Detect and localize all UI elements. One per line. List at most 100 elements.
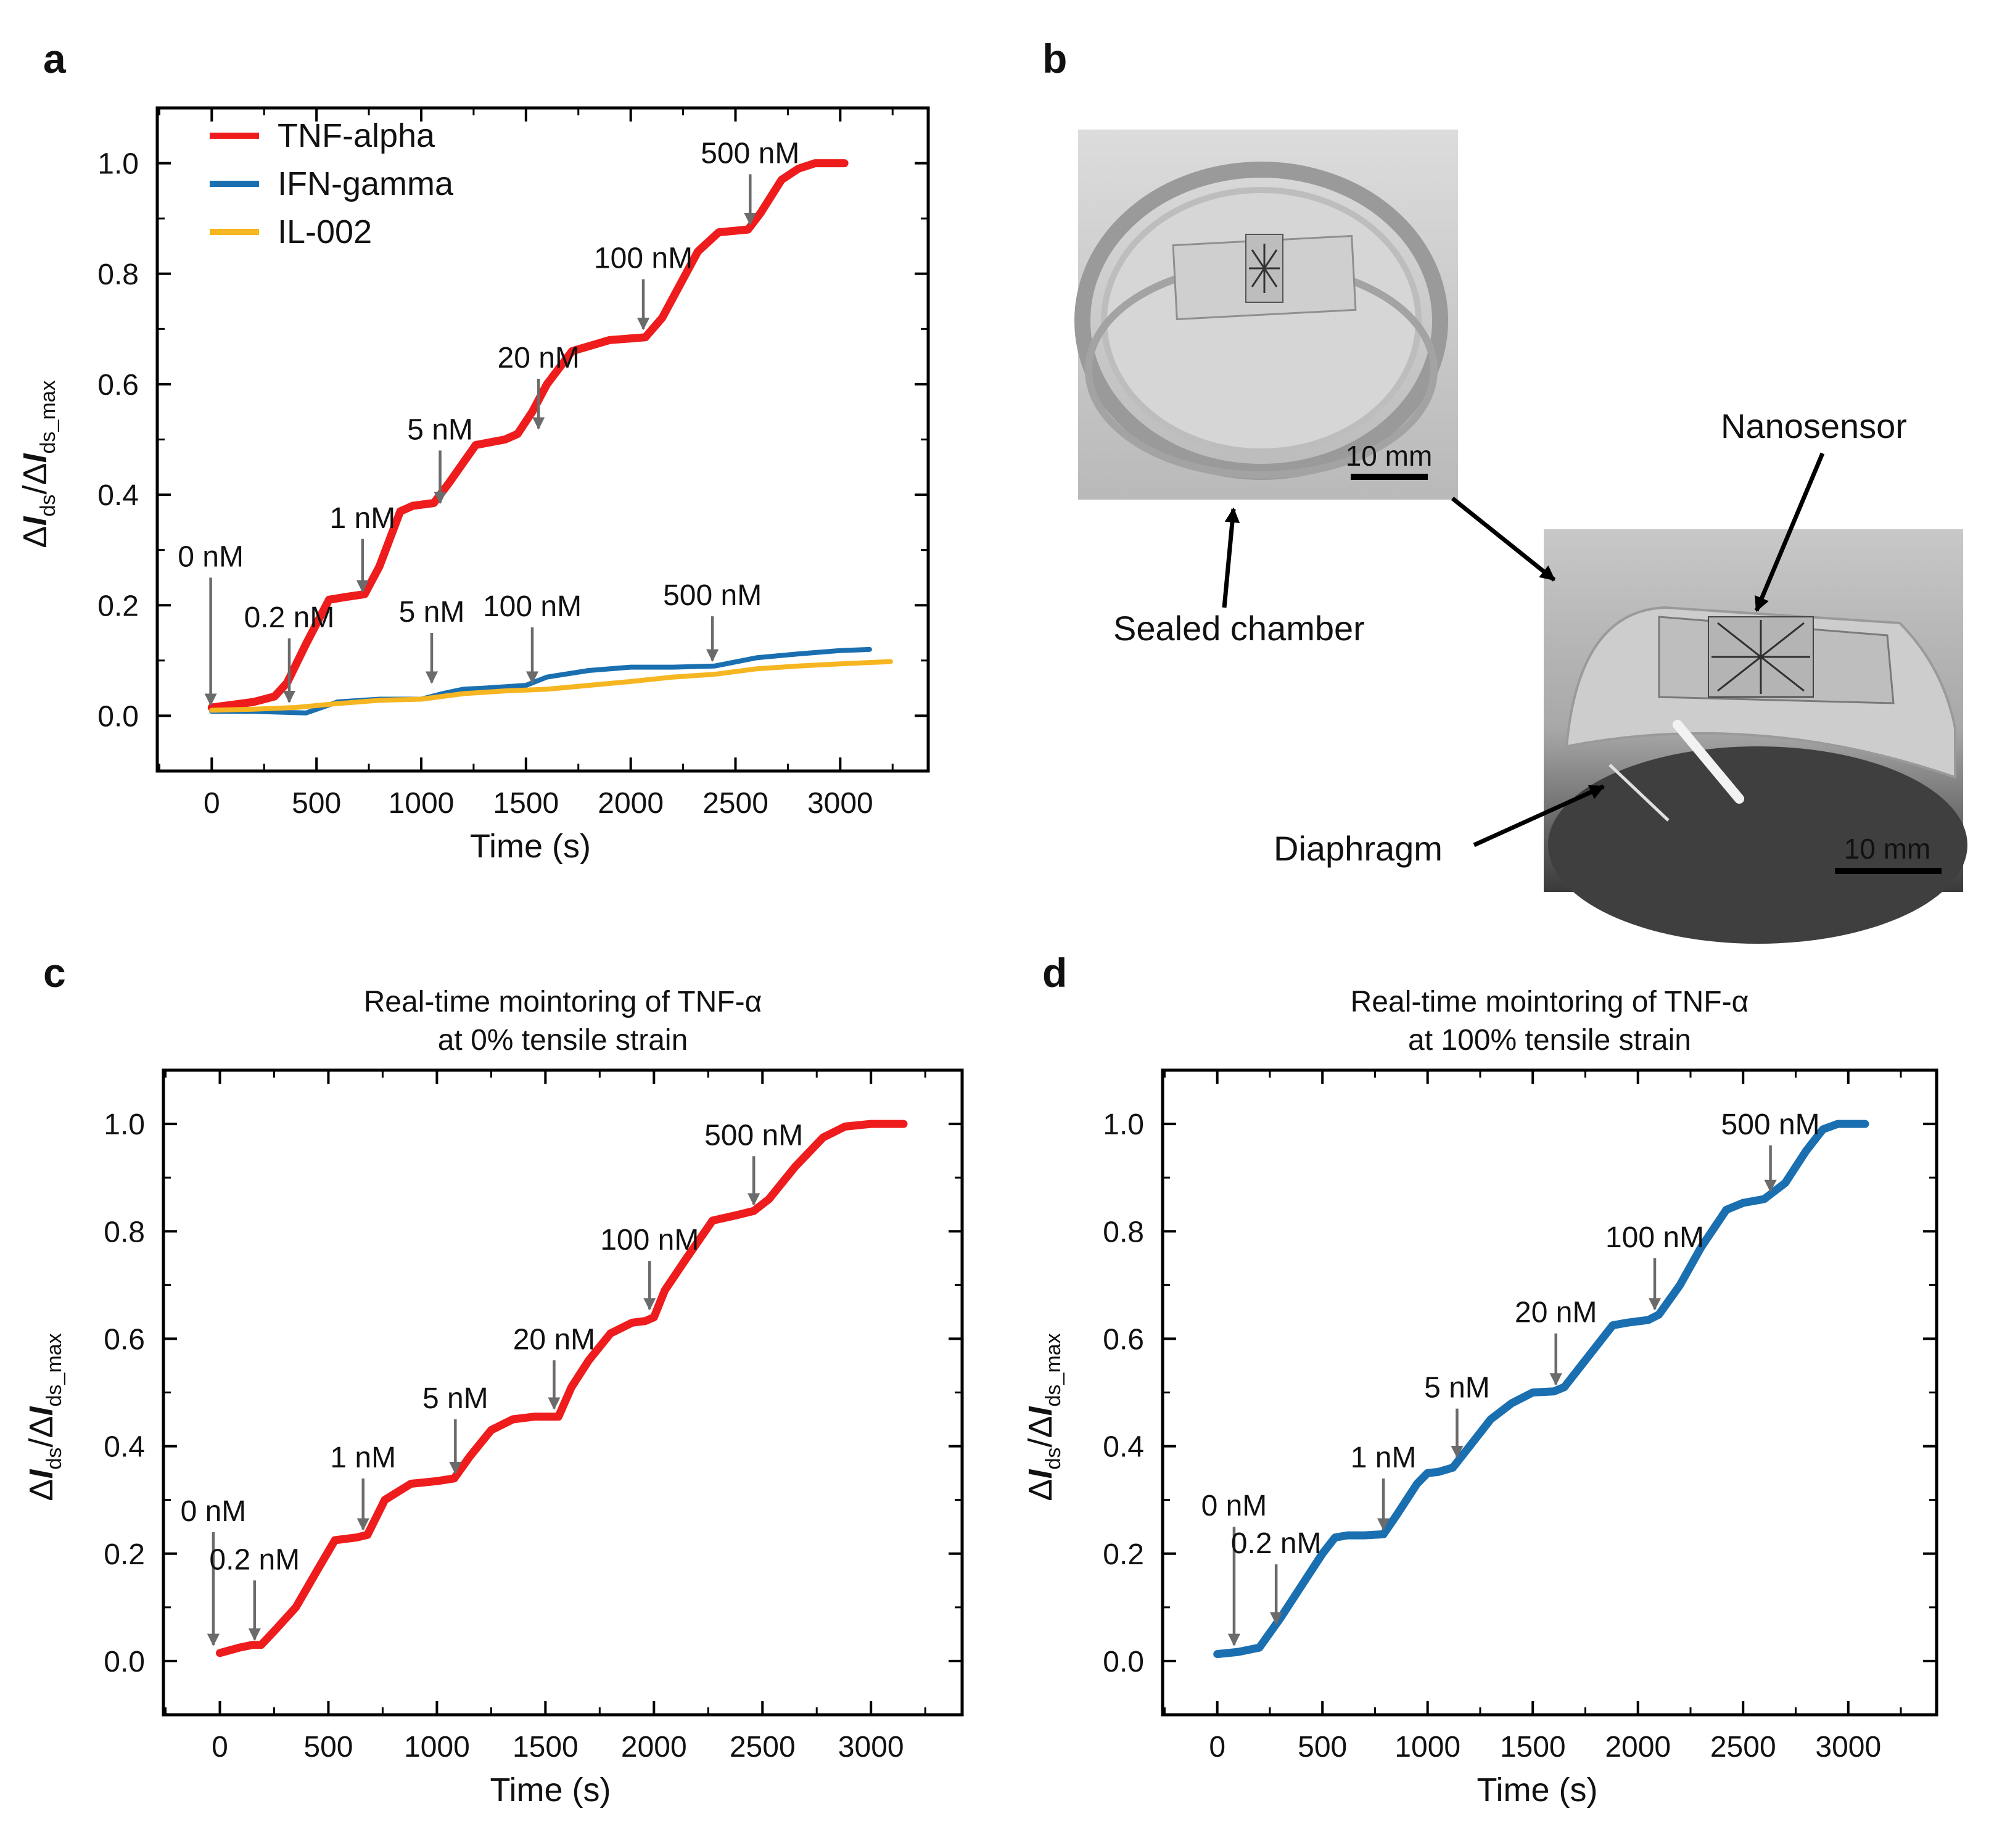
sealed-chamber-photo: 10 mm (1074, 130, 1458, 500)
chart-title-line: Real-time mointoring of TNF-α (364, 986, 762, 1018)
y-tick-label: 0.2 (104, 1538, 145, 1571)
y-tick-label: 0.0 (1103, 1646, 1144, 1678)
y-tick-label: 0.2 (97, 590, 139, 622)
x-tick-label: 1500 (513, 1731, 579, 1763)
y-axis-label: ΔIds/ΔIds_max (1022, 1333, 1065, 1501)
annotation-label: 500 nM (704, 1119, 803, 1152)
chamber-arrow (1222, 507, 1240, 608)
x-tick-label: 1500 (493, 787, 559, 820)
x-tick-label: 500 (1298, 1731, 1347, 1763)
annotation-label: 100 nM (594, 242, 693, 275)
x-tick-label: 500 (292, 787, 341, 820)
annotation-label: 20 nM (498, 342, 580, 374)
annotation-label: 500 nM (701, 138, 799, 170)
x-tick-label: 3000 (807, 787, 873, 820)
annotation-label: 0.2 nM (209, 1543, 300, 1576)
annotation-label: 5 nM (1424, 1372, 1490, 1405)
legend-entry: TNF-alpha (278, 117, 435, 154)
annotation-label: 0 nM (1201, 1490, 1267, 1522)
diaphragm-arrow (1473, 784, 1605, 848)
x-tick-label: 2000 (1605, 1731, 1671, 1763)
y-tick-label: 0.6 (97, 369, 139, 402)
annotation-label: 100 nM (1605, 1221, 1704, 1254)
x-tick-label: 2500 (730, 1731, 796, 1763)
annotation-label: 1 nM (330, 1442, 396, 1474)
x-tick-label: 2000 (621, 1731, 687, 1763)
photo-panel-b: 10 mm 10 mm Sealed chamber Nanosensor (1074, 130, 1967, 944)
diaphragm-label: Diaphragm (1274, 829, 1443, 868)
photo-transition-arrow (1451, 497, 1556, 582)
panel-label-a: a (43, 36, 67, 81)
y-tick-label: 0.2 (1103, 1538, 1144, 1571)
x-tick-label: 1000 (389, 787, 455, 820)
panel-label-d: d (1042, 950, 1067, 996)
series-line-tnf-alpha-0-strain- (216, 1120, 908, 1657)
annotation-label: 100 nM (483, 590, 582, 623)
y-tick-label: 0.4 (1103, 1431, 1144, 1464)
y-tick-label: 0.6 (104, 1323, 145, 1356)
x-tick-label: 0 (212, 1731, 228, 1763)
x-tick-label: 0 (204, 787, 220, 820)
y-tick-label: 0.4 (97, 479, 139, 512)
y-axis-label: ΔIds/ΔIds_max (23, 1333, 66, 1501)
y-tick-label: 0.0 (97, 700, 139, 733)
series-line-il-002 (209, 659, 893, 713)
annotation-label: 5 nM (407, 413, 473, 446)
annotation-label: 500 nM (663, 579, 762, 612)
y-tick-label: 0.8 (1103, 1216, 1144, 1248)
y-tick-label: 0.8 (104, 1216, 145, 1248)
annotation-label: 5 nM (422, 1382, 488, 1415)
annotation-label: 5 nM (399, 596, 465, 629)
x-tick-label: 2000 (598, 787, 664, 820)
series-line-ifn-gamma (209, 646, 872, 716)
legend-entry: IFN-gamma (278, 165, 454, 202)
x-tick-label: 2500 (702, 787, 768, 820)
x-tick-label: 1000 (404, 1731, 470, 1763)
plot-frame (1161, 1068, 1938, 1717)
plot-frame (155, 106, 930, 773)
x-axis-label: Time (s) (470, 828, 591, 865)
series-line-tnf-alpha-100-strain- (1213, 1120, 1869, 1659)
x-tick-label: 500 (303, 1731, 353, 1763)
chart-title-line: at 0% tensile strain (438, 1024, 688, 1057)
legend-entry: IL-002 (278, 213, 372, 250)
nanosensor-arrow (1754, 452, 1825, 613)
y-tick-label: 0.6 (1103, 1323, 1144, 1356)
series-line-tnf-alpha (207, 159, 849, 712)
x-tick-label: 3000 (1815, 1731, 1881, 1763)
annotation-label: 0 nM (181, 1495, 247, 1528)
sealed-chamber-label: Sealed chamber (1113, 609, 1365, 648)
y-axis-label: ΔIds/ΔIds_max (17, 380, 60, 548)
annotation-label: 0.2 nM (1231, 1527, 1322, 1560)
scale-bar-bottom-label: 10 mm (1844, 833, 1931, 865)
x-axis-label: Time (s) (1477, 1772, 1598, 1809)
x-tick-label: 1000 (1394, 1731, 1460, 1763)
x-tick-label: 2500 (1710, 1731, 1776, 1763)
y-tick-label: 1.0 (1103, 1108, 1144, 1141)
annotation-label: 0.2 nM (244, 601, 335, 634)
y-tick-label: 0.8 (97, 258, 139, 291)
chart-panel-d: Real-time mointoring of TNF-α at 100% ten… (1022, 986, 1938, 1809)
x-tick-label: 1500 (1500, 1731, 1566, 1763)
scale-bar-top-label: 10 mm (1346, 440, 1433, 472)
chart-title-line: Real-time mointoring of TNF-α (1351, 986, 1749, 1018)
y-tick-label: 1.0 (97, 148, 139, 181)
x-tick-label: 3000 (838, 1731, 904, 1763)
y-tick-label: 0.4 (104, 1431, 145, 1464)
x-tick-label: 0 (1209, 1731, 1225, 1763)
annotation-label: 500 nM (1721, 1108, 1820, 1141)
annotation-label: 100 nM (600, 1224, 699, 1256)
annotation-label: 1 nM (1351, 1442, 1417, 1474)
y-tick-label: 0.0 (104, 1646, 145, 1678)
panel-label-b: b (1042, 36, 1067, 81)
nanosensor-photo: 10 mm (1544, 529, 1967, 944)
annotation-label: 20 nM (513, 1323, 595, 1356)
chart-panel-a: 0 500 1000 1500 2000 2500 3000 0.0 0.2 0.4 0.6 0.8 1… (17, 106, 930, 865)
chart-panel-c: Real-time mointoring of TNF-α at 0% tensi… (23, 986, 964, 1809)
annotation-label: 1 nM (330, 502, 396, 535)
annotation-label: 20 nM (1515, 1297, 1597, 1329)
y-tick-label: 1.0 (104, 1108, 145, 1141)
plot-frame (162, 1068, 964, 1717)
annotation-label: 0 nM (178, 540, 244, 573)
